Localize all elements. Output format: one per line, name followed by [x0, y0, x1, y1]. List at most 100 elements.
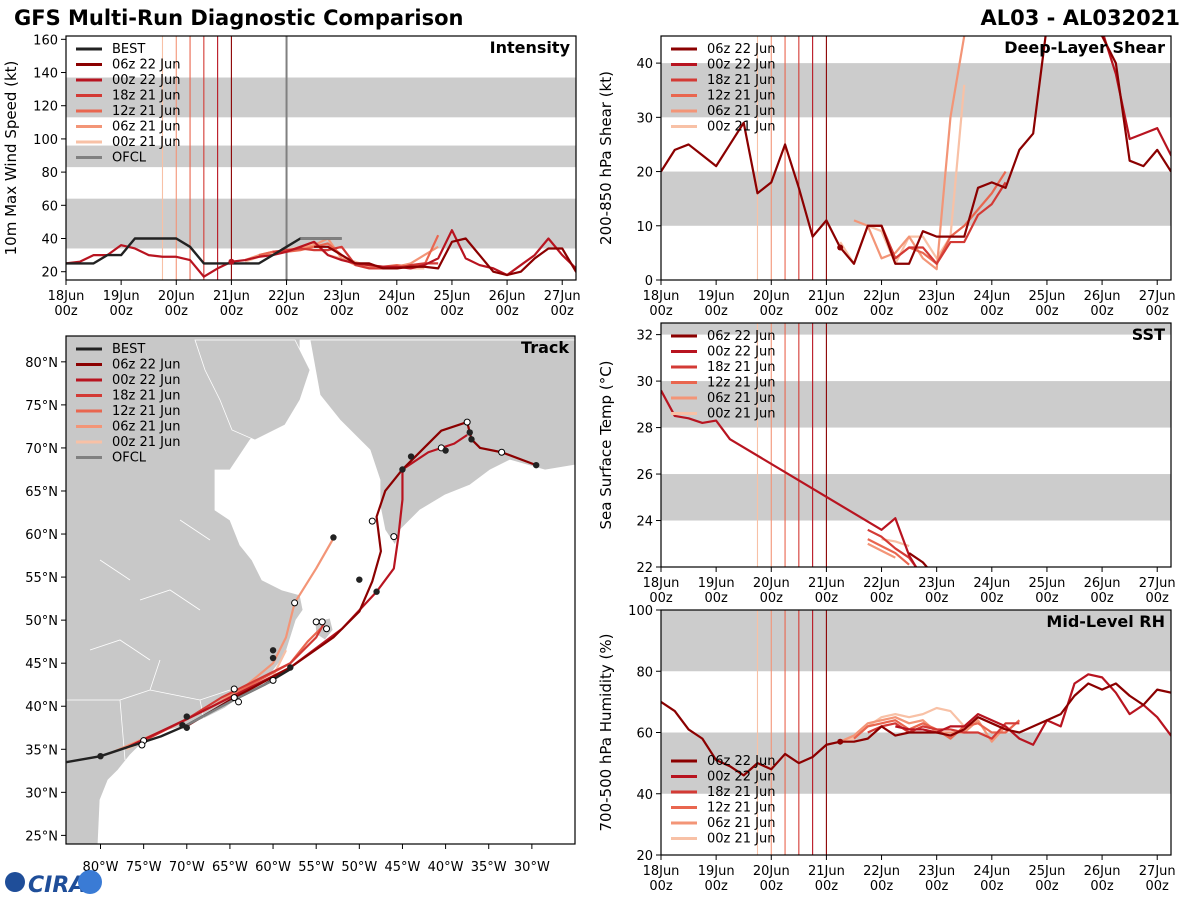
track-lon-label: 75°W [126, 860, 162, 875]
rh-title: Mid-Level RH [1046, 612, 1165, 631]
sst-xtick-label: 00z [649, 591, 673, 606]
sst-xtick-label: 25Jun [1029, 576, 1066, 591]
rh-ytick-label: 40 [636, 788, 653, 803]
shear-legend-label: 00z 22 Jun [707, 58, 776, 73]
track-open-marker [230, 685, 238, 693]
track-filled-marker [468, 436, 475, 443]
intensity-xtick-label: 00z [551, 304, 575, 319]
logo-swirl-icon [78, 870, 102, 894]
track-filled-marker [356, 576, 363, 583]
track-title: Track [521, 338, 569, 357]
shear-ytick-label: 40 [636, 57, 653, 72]
shear-init-marker [837, 244, 844, 251]
rh-xtick-label: 00z [980, 879, 1004, 894]
shear-xtick-label: 00z [815, 304, 839, 319]
track-lat-label: 30°N [25, 786, 58, 801]
shear-xtick-label: 26Jun [1084, 289, 1121, 304]
shear-legend-label: 00z 21 Jun [707, 120, 776, 135]
rh-ytick-label: 80 [636, 665, 653, 680]
track-legend-label: 06z 22 Jun [112, 358, 181, 373]
sst-xtick-label: 00z [925, 591, 949, 606]
track-filled-marker [183, 713, 190, 720]
intensity-xtick-label: 20Jun [158, 289, 195, 304]
sst-legend-label: 06z 22 Jun [707, 329, 776, 344]
track-lon-label: 60°W [255, 860, 291, 875]
track-lat-label: 50°N [25, 614, 58, 629]
intensity-ytick-label: 80 [41, 166, 58, 181]
shear-series-line [661, 36, 1171, 265]
track-lat-label: 40°N [25, 700, 58, 715]
track-open-marker [463, 418, 471, 426]
sst-xtick-label: 26Jun [1084, 576, 1121, 591]
rh-legend-label: 06z 21 Jun [707, 816, 776, 831]
track-open-marker [312, 618, 320, 626]
sst-plot-area [661, 323, 1171, 567]
sst-ytick-label: 28 [636, 422, 653, 437]
intensity-xtick-label: 00z [330, 304, 354, 319]
rh-xtick-label: 22Jun [863, 864, 900, 879]
intensity-ytick-label: 140 [33, 67, 58, 82]
intensity-ytick-label: 60 [41, 199, 58, 214]
sst-xtick-label: 20Jun [753, 576, 790, 591]
intensity-ytick-label: 40 [41, 233, 58, 248]
sst-legend-label: 12z 21 Jun [707, 376, 776, 391]
track-lat-label: 65°N [25, 485, 58, 500]
rh-xtick-label: 26Jun [1084, 864, 1121, 879]
sst-ytick-label: 30 [636, 375, 653, 390]
intensity-xtick-label: 00z [385, 304, 409, 319]
track-lon-label: 50°W [341, 860, 377, 875]
sst-xtick-label: 24Jun [973, 576, 1010, 591]
track-legend-label: 18z 21 Jun [112, 389, 181, 404]
sst-panel: 22242628303218Jun00z19Jun00z20Jun00z21Ju… [597, 322, 1176, 606]
track-legend-label: 06z 21 Jun [112, 420, 181, 435]
track-lat-label: 25°N [25, 829, 58, 844]
track-filled-marker [442, 447, 449, 454]
shear-xtick-label: 24Jun [973, 289, 1010, 304]
sst-shading-band [661, 323, 1171, 335]
shear-xtick-label: 00z [1090, 304, 1114, 319]
rh-xtick-label: 00z [925, 879, 949, 894]
shear-xtick-label: 00z [870, 304, 894, 319]
track-lat-label: 35°N [25, 743, 58, 758]
sst-xtick-label: 18Jun [643, 576, 680, 591]
intensity-panel: 2040608010012014016018Jun00z19Jun00z20Ju… [2, 33, 581, 319]
intensity-xtick-label: 18Jun [48, 289, 85, 304]
rh-xtick-label: 18Jun [643, 864, 680, 879]
rh-xtick-label: 00z [649, 879, 673, 894]
intensity-best-line [66, 237, 342, 265]
sst-series-line [908, 552, 929, 567]
track-open-marker [138, 741, 146, 749]
storm-id: AL03 - AL032021 [981, 6, 1181, 30]
track-legend-label: OFCL [112, 451, 147, 466]
sst-xtick-label: 00z [760, 591, 784, 606]
rh-legend-label: 00z 21 Jun [707, 832, 776, 847]
intensity-xtick-label: 00z [495, 304, 519, 319]
intensity-xtick-label: 00z [275, 304, 299, 319]
track-lon-label: 35°W [471, 860, 507, 875]
shear-xtick-label: 20Jun [753, 289, 790, 304]
sst-series-line [867, 538, 910, 566]
rh-series-line [839, 716, 1007, 743]
intensity-ylabel: 10m Max Wind Speed (kt) [2, 61, 20, 256]
intensity-ytick-label: 120 [33, 100, 58, 115]
shear-xtick-label: 23Jun [918, 289, 955, 304]
sst-legend-label: 18z 21 Jun [707, 360, 776, 375]
sst-xtick-label: 00z [704, 591, 728, 606]
intensity-ytick-label: 100 [33, 133, 58, 148]
track-filled-marker [269, 647, 277, 654]
intensity-ytick-label: 20 [41, 266, 58, 281]
rh-xtick-label: 00z [815, 879, 839, 894]
shear-title: Deep-Layer Shear [1004, 38, 1165, 57]
shear-panel: 01020304018Jun00z19Jun00z20Jun00z21Jun00… [597, 35, 1176, 319]
logo-globe-icon [5, 872, 25, 892]
track-filled-marker [269, 654, 277, 662]
intensity-series-line [272, 245, 439, 270]
sst-legend-label: 06z 21 Jun [707, 391, 776, 406]
track-lat-label: 80°N [25, 356, 58, 371]
shear-xtick-label: 21Jun [808, 289, 845, 304]
sst-ytick-label: 32 [636, 329, 653, 344]
rh-xtick-label: 00z [760, 879, 784, 894]
track-legend-label: 12z 21 Jun [112, 404, 181, 419]
